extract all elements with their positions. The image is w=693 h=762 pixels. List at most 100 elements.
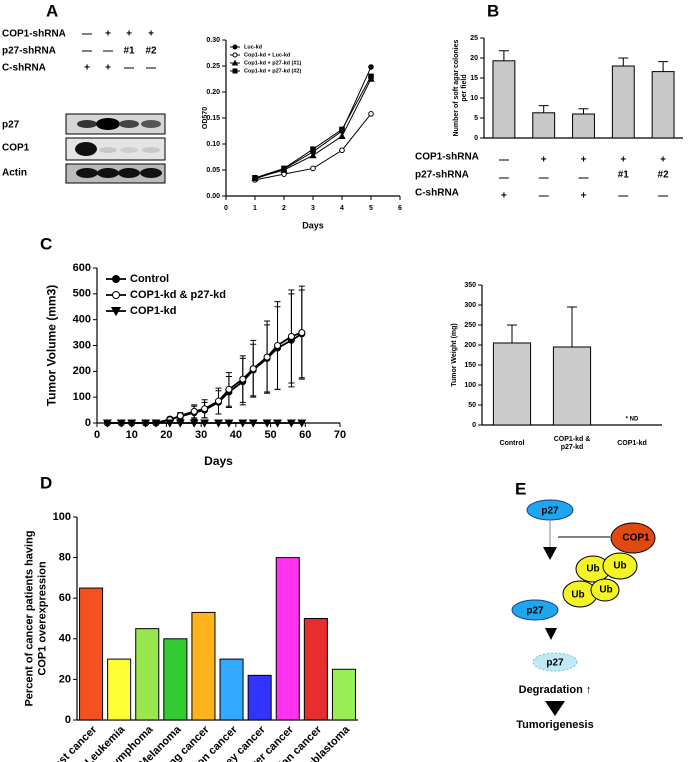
legend-label: Cop1-kd + Luc-kd — [244, 52, 290, 58]
blot-row-label: Actin — [2, 168, 27, 179]
marker — [165, 419, 175, 428]
y-tick-label: 10 — [470, 95, 478, 102]
blot-row-label: p27 — [2, 120, 20, 131]
y-tick-label: 60 — [59, 592, 71, 604]
condition-mark: + — [148, 29, 154, 40]
y-tick-label: 600 — [73, 262, 91, 274]
legend-label: COP1-kd & p27-kd — [130, 289, 226, 301]
x-tick-label: 3 — [311, 205, 315, 212]
y-tick-label: 100 — [53, 511, 71, 523]
marker — [287, 332, 295, 340]
node-label: Ub — [586, 564, 599, 575]
marker — [238, 419, 248, 428]
series-line — [254, 78, 372, 179]
marker — [112, 275, 120, 283]
wrapped-label: OD570 — [201, 106, 209, 130]
label: COP1-kd & p27-kd — [553, 435, 591, 451]
marker — [273, 419, 282, 428]
condition-mark: + — [84, 63, 90, 74]
bar — [532, 112, 556, 139]
node-label: Ub — [613, 561, 626, 572]
condition-mark: + — [660, 155, 666, 166]
label: OD570 — [201, 106, 209, 130]
western-blot: p27 COP1 Actin — [2, 113, 166, 184]
condition-mark: — — [539, 191, 549, 202]
bar — [247, 674, 272, 721]
node-label: Tumorigenesis — [516, 719, 593, 731]
blot-row-label: COP1 — [2, 143, 30, 154]
x-tick-label: 5 — [369, 205, 373, 212]
label: Control — [499, 439, 525, 447]
marker — [224, 419, 234, 428]
error-bar — [658, 61, 669, 72]
y-tick-label: 500 — [73, 288, 91, 300]
bar — [303, 618, 328, 721]
y-tick-label: 350 — [464, 282, 476, 289]
marker — [368, 111, 374, 117]
node-label: Ub — [571, 590, 584, 601]
condition-mark: + — [105, 63, 111, 74]
bar — [492, 60, 516, 139]
marker — [309, 151, 317, 159]
arrowhead — [545, 628, 557, 640]
band — [96, 118, 120, 130]
y-tick-label: 400 — [73, 314, 91, 326]
condition-label: COP1-shRNA — [415, 152, 479, 163]
marker — [232, 52, 238, 58]
marker — [151, 419, 161, 428]
condition-mark: + — [501, 191, 507, 202]
marker — [175, 419, 185, 428]
condition-mark: #2 — [145, 46, 157, 57]
error-bar — [618, 57, 629, 66]
label: COP1-kd — [617, 439, 647, 447]
condition-label: p27-shRNA — [415, 170, 469, 181]
bar — [191, 611, 216, 721]
condition-mark: — — [103, 46, 113, 57]
condition-mark: + — [126, 29, 132, 40]
marker — [176, 412, 184, 420]
bar — [492, 342, 532, 426]
y-tick-label: 0.15 — [206, 115, 220, 122]
condition-mark: + — [105, 29, 111, 40]
marker — [190, 407, 198, 415]
y-tick-label: 100 — [73, 391, 91, 403]
bar — [79, 587, 104, 721]
y-tick-label: 100 — [464, 382, 476, 389]
condition-mark: — — [618, 191, 628, 202]
y-tick-label: 40 — [59, 633, 71, 645]
marker — [116, 419, 126, 428]
marker — [252, 175, 258, 181]
node-label: Ub — [599, 585, 612, 596]
y-tick-label: 25 — [470, 35, 478, 42]
marker — [215, 397, 222, 405]
marker — [239, 375, 247, 383]
condition-mark: #1 — [123, 46, 135, 57]
cop1-node — [610, 522, 656, 554]
node-label: p27 — [526, 606, 544, 617]
bar — [275, 557, 300, 721]
x-tick-label: 50 — [264, 429, 276, 441]
y-tick-label: 0 — [85, 417, 91, 429]
marker — [274, 342, 282, 349]
condition-mark: + — [620, 155, 626, 166]
bar — [163, 638, 188, 721]
error-bar — [507, 324, 517, 343]
marker — [141, 419, 151, 428]
error-bar — [567, 306, 577, 347]
condition-mark: #2 — [658, 170, 670, 181]
marker — [231, 59, 239, 66]
condition-mark: — — [82, 29, 92, 40]
label: Tumor Volume (mm3) — [44, 284, 59, 407]
marker — [263, 353, 271, 361]
x-tick-label: 0 — [94, 429, 100, 441]
diagram: p27 COP1 Ub Ub Ub Ub p27 p27 Degradation… — [511, 499, 656, 731]
label: Percent of cancer patients having COP1 o… — [23, 530, 48, 707]
marker — [112, 291, 120, 299]
panel-letter: D — [40, 473, 52, 492]
condition-label: p27-shRNA — [2, 46, 56, 57]
bar — [651, 71, 675, 139]
node-label: p27 — [546, 658, 564, 669]
marker — [281, 165, 287, 172]
wrapped-label: Percent of cancer patients having COP1 o… — [23, 530, 48, 707]
